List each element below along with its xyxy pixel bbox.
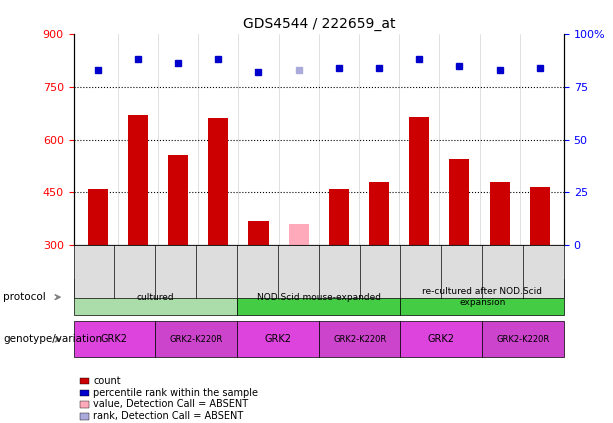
- Text: NOD.Scid mouse-expanded: NOD.Scid mouse-expanded: [257, 293, 381, 302]
- Text: GRK2: GRK2: [428, 335, 455, 344]
- Text: protocol: protocol: [3, 292, 46, 302]
- Bar: [289, 224, 309, 245]
- Bar: [128, 115, 148, 245]
- Bar: [329, 189, 349, 245]
- Bar: [449, 159, 470, 245]
- Text: GRK2: GRK2: [101, 335, 128, 344]
- Text: GRK2-K220R: GRK2-K220R: [170, 335, 223, 344]
- Text: percentile rank within the sample: percentile rank within the sample: [93, 387, 258, 398]
- Bar: [248, 221, 268, 245]
- Text: genotype/variation: genotype/variation: [3, 335, 102, 344]
- Text: value, Detection Call = ABSENT: value, Detection Call = ABSENT: [93, 399, 248, 409]
- Bar: [88, 189, 108, 245]
- Text: cultured: cultured: [137, 293, 174, 302]
- Text: GRK2-K220R: GRK2-K220R: [333, 335, 386, 344]
- Bar: [208, 118, 228, 245]
- Text: count: count: [93, 376, 121, 386]
- Bar: [530, 187, 550, 245]
- Title: GDS4544 / 222659_at: GDS4544 / 222659_at: [243, 17, 395, 31]
- Text: GRK2-K220R: GRK2-K220R: [497, 335, 550, 344]
- Bar: [168, 156, 188, 245]
- Bar: [369, 182, 389, 245]
- Text: GRK2: GRK2: [264, 335, 291, 344]
- Text: re-cultured after NOD.Scid
expansion: re-cultured after NOD.Scid expansion: [422, 288, 543, 307]
- Text: rank, Detection Call = ABSENT: rank, Detection Call = ABSENT: [93, 411, 243, 421]
- Bar: [409, 117, 429, 245]
- Bar: [490, 182, 509, 245]
